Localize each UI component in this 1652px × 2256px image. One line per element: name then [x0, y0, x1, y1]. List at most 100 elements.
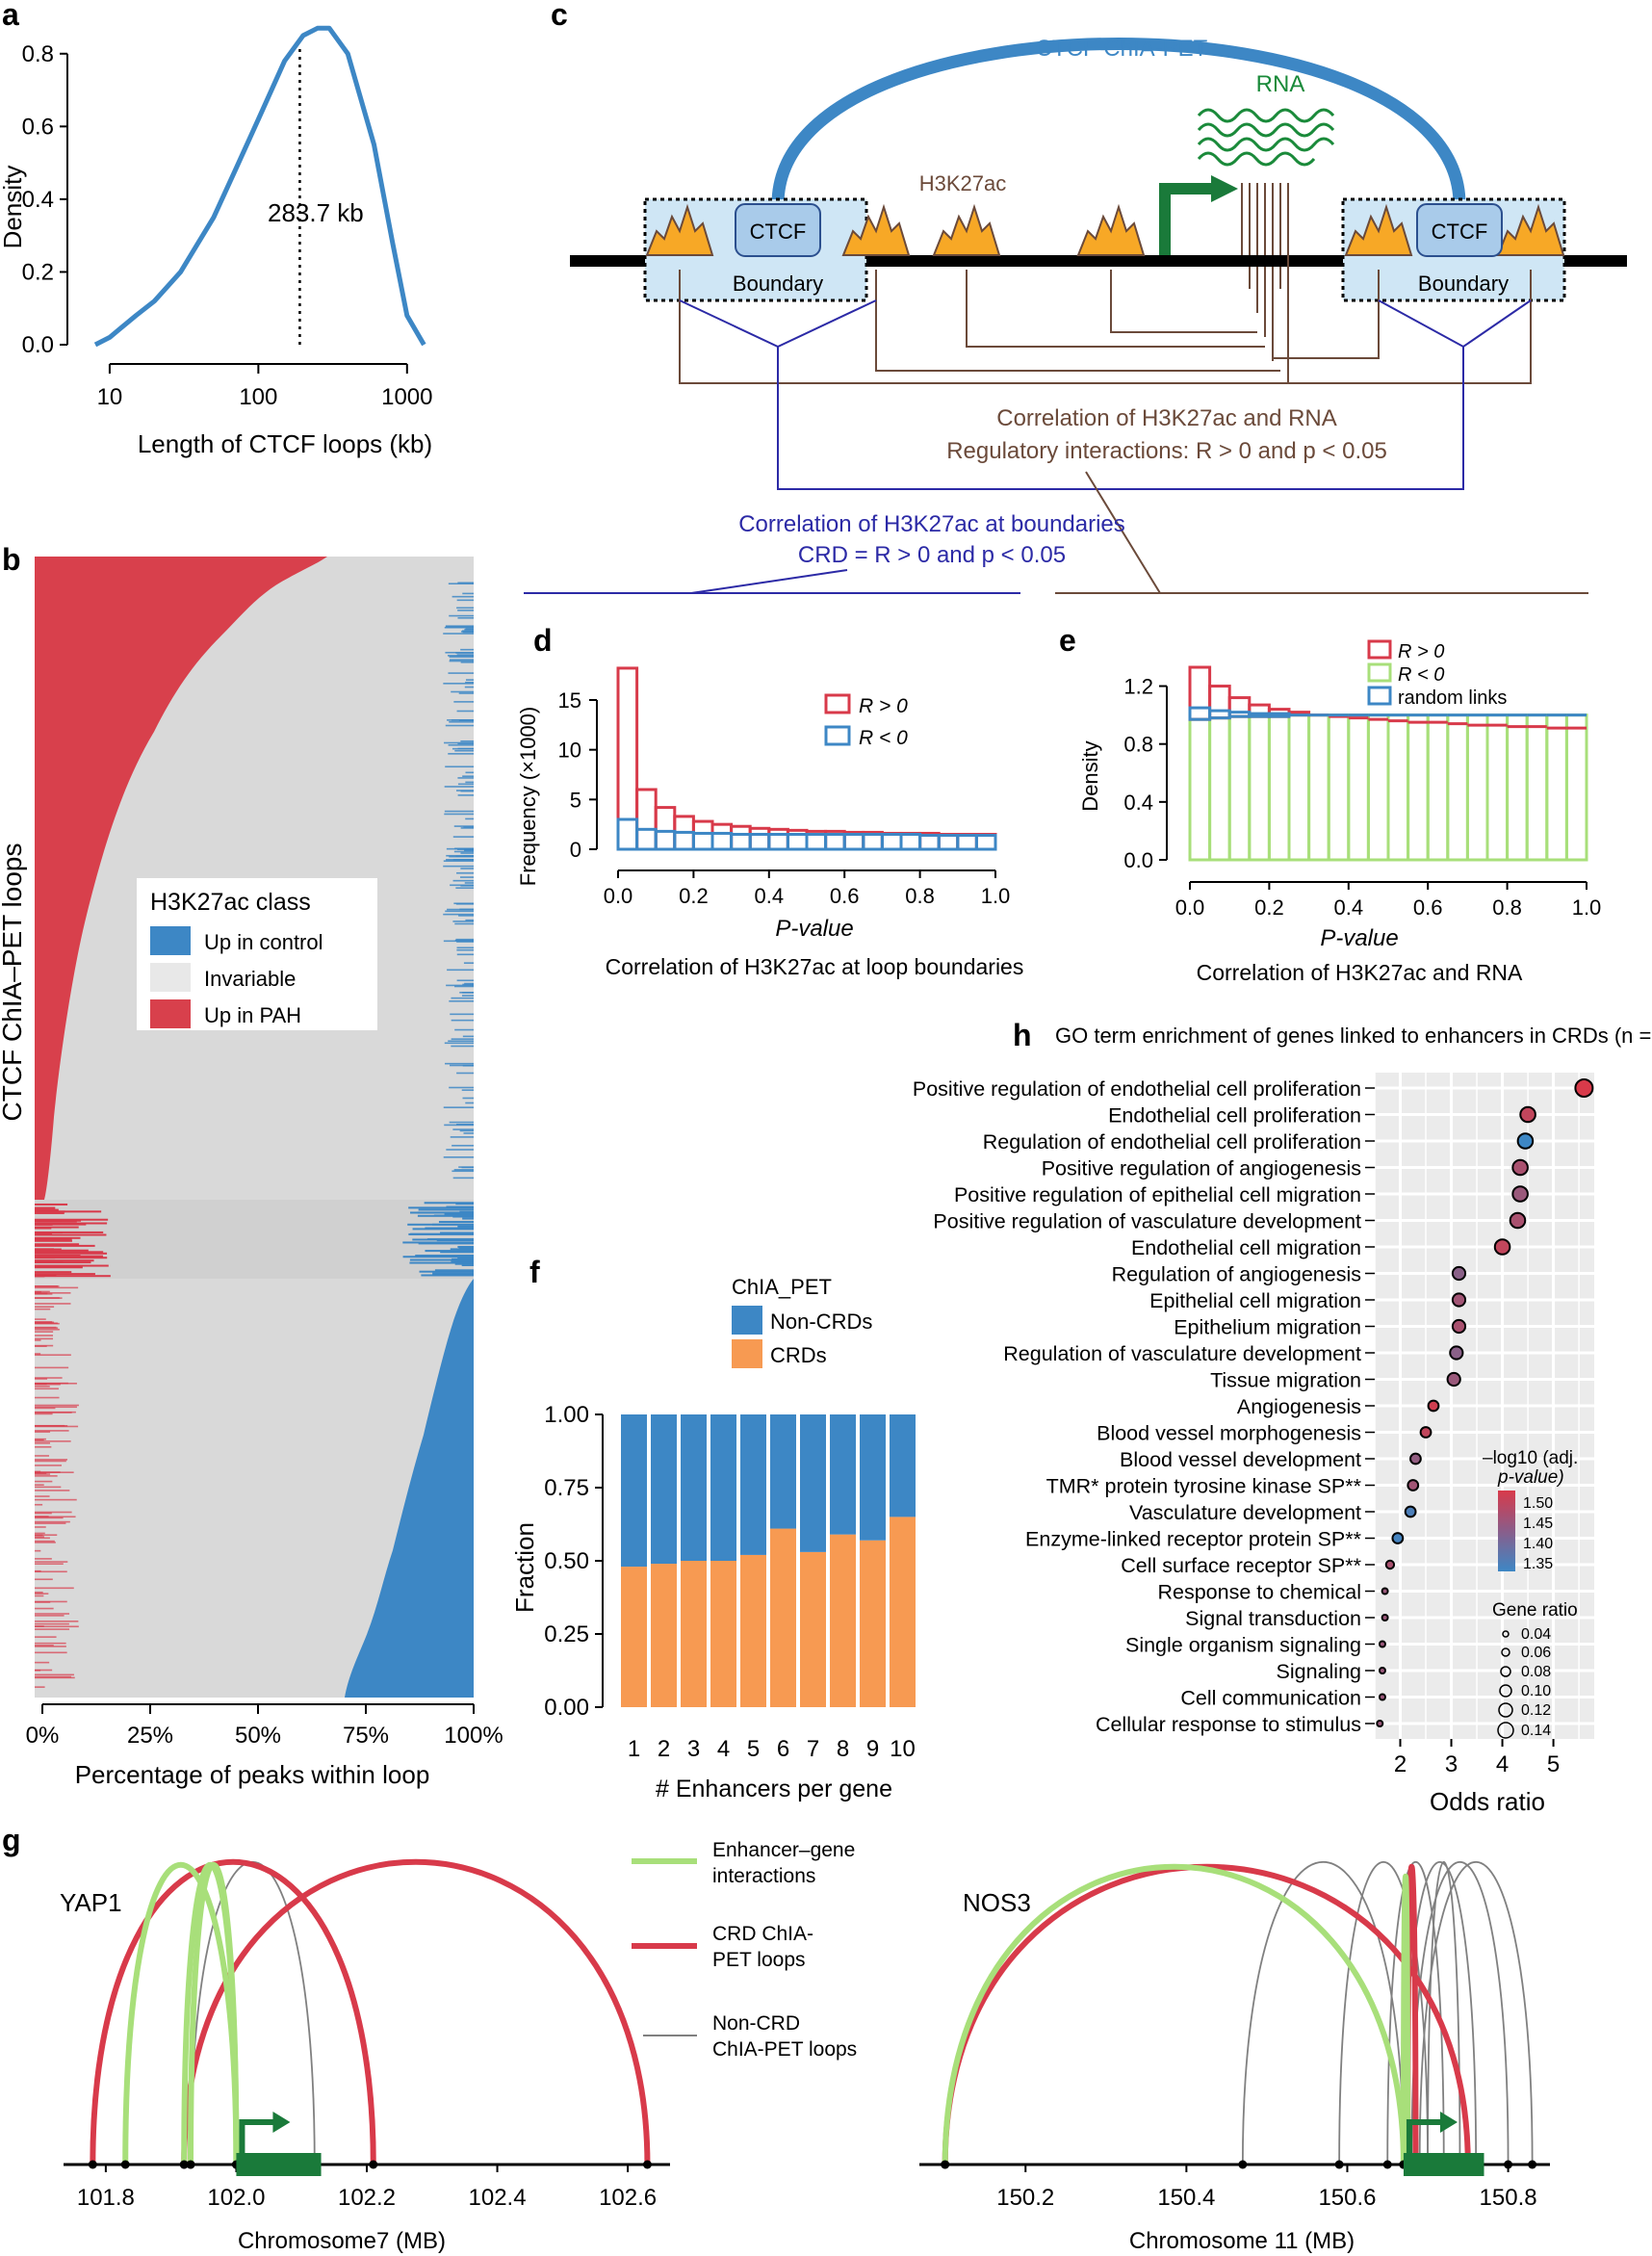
- heatmap-streak-blue: [464, 629, 474, 631]
- density-plot-a: 0.0 0.2 0.4 0.6 0.8 10 100 1000: [22, 25, 432, 410]
- heatmap-streak-red: [35, 1669, 53, 1672]
- heatmap-streak-blue: [445, 651, 474, 654]
- heatmap-streak-blue: [465, 681, 474, 684]
- panel-e-xlabel: P-value: [1320, 925, 1398, 951]
- heatmap-streak-blue: [443, 1106, 474, 1108]
- histogram-bar: [691, 831, 714, 851]
- heatmap-streak-blue: [449, 1121, 474, 1124]
- heatmap-streak-blue: [457, 783, 474, 786]
- panel-d-legend: R > 0 R < 0: [824, 693, 908, 749]
- heatmap-streak-red: [35, 1425, 68, 1427]
- go-term-label: Tissue migration: [1210, 1369, 1361, 1392]
- g-xlabel-yap1: Chromosome7 (MB): [238, 2228, 446, 2254]
- histogram-bar: [673, 830, 695, 851]
- heatmap-streak-blue: [448, 583, 474, 585]
- x-tick-label: 2: [658, 1736, 670, 1762]
- heatmap-band-streak-blue: [421, 1274, 474, 1277]
- connector: [1288, 270, 1532, 384]
- bar-crds: [681, 1561, 707, 1707]
- color-legend-tick: 1.35: [1523, 1556, 1553, 1572]
- heatmap-streak-red: [35, 1354, 71, 1357]
- heatmap-streak-red: [35, 1337, 54, 1340]
- bar-crds: [770, 1528, 796, 1707]
- panel-a-xlabel: Length of CTCF loops (kb): [138, 429, 432, 458]
- go-term-dot: [1511, 1158, 1529, 1177]
- legend-swatch-up-control: [150, 926, 191, 955]
- heatmap-band-streak-red: [35, 1231, 104, 1233]
- y-tick-label: 0.8: [1123, 733, 1153, 757]
- heatmap-streak-red: [35, 1516, 76, 1518]
- x-tick-label: 1: [628, 1736, 640, 1762]
- heatmap-streak-red: [35, 1540, 55, 1543]
- legend-label-crd-1: CRD ChIA-: [712, 1923, 813, 1945]
- go-term-dot: [1376, 1720, 1384, 1727]
- histogram-bar: [956, 834, 978, 851]
- go-term-dot: [1391, 1532, 1405, 1544]
- corr-boundary-line1: Correlation of H3K27ac at boundaries: [738, 511, 1125, 537]
- heatmap-band-streak-blue: [462, 1217, 474, 1220]
- go-term-dot: [1378, 1693, 1386, 1701]
- heatmap-streak-red: [35, 1460, 66, 1463]
- heatmap-streak-blue: [454, 922, 474, 925]
- heatmap-band-streak-red: [35, 1251, 104, 1254]
- heatmap-streaks: [35, 582, 474, 1688]
- legend-label-r-pos: R > 0: [859, 695, 908, 717]
- heatmap-band-streak-blue: [457, 1257, 474, 1259]
- heatmap-streak-red: [35, 1321, 55, 1324]
- heatmap-streak-red: [35, 1306, 55, 1309]
- heatmap-band-streak-red: [35, 1273, 95, 1276]
- heatmap-streak-blue: [448, 672, 474, 674]
- heatmap-band-streak-blue: [434, 1269, 474, 1272]
- heatmap-band-streak-blue: [424, 1202, 474, 1205]
- heatmap-band-streak-blue: [455, 1203, 474, 1206]
- go-term-label: Regulation of angiogenesis: [1112, 1263, 1361, 1286]
- x-tick-label: 102.4: [469, 2185, 527, 2211]
- histogram-bar: [767, 833, 789, 851]
- heatmap-streak-blue: [450, 1064, 474, 1067]
- histogram-bar-r-neg: [1366, 713, 1390, 862]
- go-term-dot: [1384, 1559, 1396, 1570]
- heatmap-streak-blue: [462, 631, 474, 634]
- heatmap-streak-blue: [456, 607, 474, 609]
- connector: [679, 299, 877, 349]
- heatmap-streak-red: [35, 1591, 43, 1594]
- bar-non-crds: [710, 1414, 736, 1561]
- heatmap-band-streak-blue: [432, 1223, 474, 1226]
- heatmap-streak-red: [35, 1480, 53, 1483]
- size-legend-tick: 0.04: [1521, 1626, 1551, 1643]
- legend-label-up-control: Up in control: [204, 930, 323, 954]
- heatmap-streak-blue: [444, 1042, 474, 1045]
- heatmap-streak-red: [35, 1440, 71, 1442]
- heatmap-streak-blue: [459, 908, 474, 911]
- y-tick-label: 0.4: [22, 187, 54, 213]
- histogram-bar: [635, 788, 658, 851]
- heatmap-band-streak-blue: [461, 1263, 474, 1266]
- color-legend-tick: 1.50: [1523, 1495, 1553, 1512]
- x-tick-label: 3: [687, 1736, 700, 1762]
- heatmap-streak-red: [35, 1386, 50, 1387]
- heatmap-streak-red: [35, 1625, 79, 1628]
- panel-h-color-legend: –log10 (adj. p-value) 1.50 1.45 1.40 1.3…: [1483, 1448, 1578, 1572]
- heatmap-streak-blue: [452, 1144, 474, 1147]
- panel-f-legend-title: ChIA_PET: [732, 1275, 832, 1299]
- go-term-dot: [1407, 1479, 1420, 1491]
- ctcf-label-left: CTCF: [750, 220, 807, 244]
- go-term-label: Regulation of vasculature development: [1003, 1342, 1361, 1365]
- heatmap-streak-blue: [445, 724, 474, 727]
- x-tick-label: 0.8: [905, 884, 935, 908]
- heatmap-streak-blue: [446, 854, 474, 857]
- bar-non-crds: [621, 1414, 647, 1568]
- heatmap-band-streak-red: [35, 1232, 63, 1234]
- legend-swatch-crds: [732, 1339, 762, 1368]
- heatmap-streak-blue: [457, 609, 474, 611]
- heatmap-streak-blue: [460, 852, 474, 854]
- heatmap-streak-blue: [453, 850, 474, 853]
- bar-crds: [651, 1564, 677, 1707]
- tss-arrow: [239, 2119, 277, 2153]
- size-legend-title: Gene ratio: [1492, 1600, 1578, 1621]
- color-legend-title1: –log10 (adj.: [1483, 1448, 1578, 1468]
- heatmap-streak-red: [35, 1475, 58, 1477]
- heatmap-streak-red: [35, 1318, 46, 1320]
- rna-correlation-connectors: [679, 189, 1532, 384]
- heatmap-streak-red: [35, 1512, 52, 1515]
